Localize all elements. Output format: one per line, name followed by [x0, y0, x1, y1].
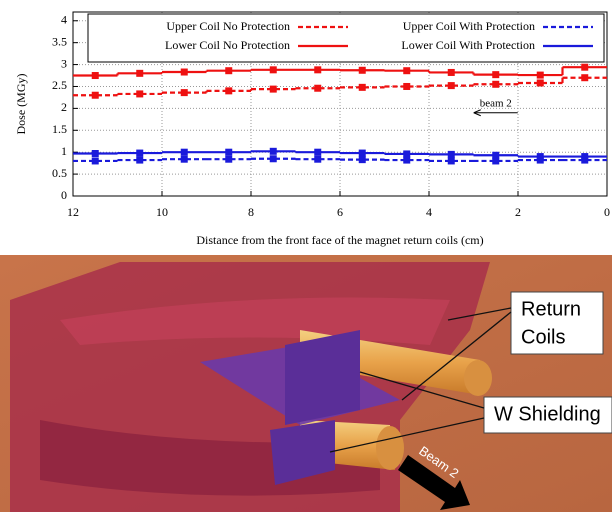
marker — [225, 156, 232, 163]
x-tick-label: 2 — [515, 205, 521, 219]
marker — [359, 67, 366, 74]
marker — [492, 71, 499, 78]
label: Return — [521, 298, 581, 320]
legend-label: Lower Coil No Protection — [165, 38, 290, 52]
marker — [136, 150, 143, 157]
y-tick-label: 0.5 — [52, 166, 67, 180]
marker — [359, 84, 366, 91]
marker — [270, 86, 277, 93]
marker — [314, 66, 321, 73]
marker — [537, 79, 544, 86]
marker — [448, 157, 455, 164]
marker — [225, 149, 232, 156]
marker — [181, 156, 188, 163]
marker — [314, 149, 321, 156]
marker — [537, 72, 544, 79]
marker — [270, 66, 277, 73]
marker — [225, 87, 232, 94]
shield-wall — [285, 330, 360, 425]
x-tick-label: 8 — [248, 205, 254, 219]
marker — [92, 150, 99, 157]
marker — [314, 156, 321, 163]
y-axis-label: Dose (MGy) — [14, 74, 28, 135]
marker — [403, 83, 410, 90]
legend-label: Upper Coil With Protection — [403, 19, 535, 33]
coil-lower-end — [376, 426, 404, 470]
marker — [92, 72, 99, 79]
marker — [92, 157, 99, 164]
y-tick-label: 2.5 — [52, 78, 67, 92]
y-tick-label: 2 — [61, 100, 67, 114]
illustration: Return Coils W Shielding Beam 2 — [0, 255, 612, 512]
x-tick-label: 12 — [67, 205, 79, 219]
marker — [359, 156, 366, 163]
x-tick-label: 0 — [604, 205, 610, 219]
marker — [136, 70, 143, 77]
marker — [314, 85, 321, 92]
marker — [225, 67, 232, 74]
coil-upper-end — [464, 360, 492, 396]
label: W Shielding — [494, 403, 601, 425]
x-tick-label: 10 — [156, 205, 168, 219]
marker — [581, 153, 588, 160]
marker — [181, 149, 188, 156]
y-tick-label: 3.5 — [52, 34, 67, 48]
marker — [270, 155, 277, 162]
x-tick-label: 4 — [426, 205, 432, 219]
marker — [492, 81, 499, 88]
y-tick-label: 3 — [61, 56, 67, 70]
legend-label: Lower Coil With Protection — [401, 38, 535, 52]
y-tick-label: 4 — [61, 13, 67, 27]
y-tick-label: 0 — [61, 188, 67, 202]
x-tick-label: 6 — [337, 205, 343, 219]
marker — [359, 150, 366, 157]
marker — [492, 152, 499, 159]
y-tick-label: 1.5 — [52, 122, 67, 136]
marker — [181, 89, 188, 96]
marker — [581, 74, 588, 81]
marker — [181, 69, 188, 76]
marker — [136, 90, 143, 97]
marker — [136, 157, 143, 164]
x-axis-label: Distance from the front face of the magn… — [196, 233, 483, 247]
marker — [270, 148, 277, 155]
legend-label: Upper Coil No Protection — [166, 19, 290, 33]
marker — [92, 92, 99, 99]
y-tick-label: 1 — [61, 144, 67, 158]
marker — [403, 67, 410, 74]
marker — [448, 151, 455, 158]
figure: Return Coils W Shielding Beam 2 0 0.5 1 1.5… — [0, 0, 612, 512]
label: Coils — [521, 326, 565, 348]
annotation: beam 2 — [480, 97, 512, 109]
marker — [448, 69, 455, 76]
marker — [403, 150, 410, 157]
marker — [537, 153, 544, 160]
marker — [581, 64, 588, 71]
marker — [403, 157, 410, 164]
marker — [448, 82, 455, 89]
